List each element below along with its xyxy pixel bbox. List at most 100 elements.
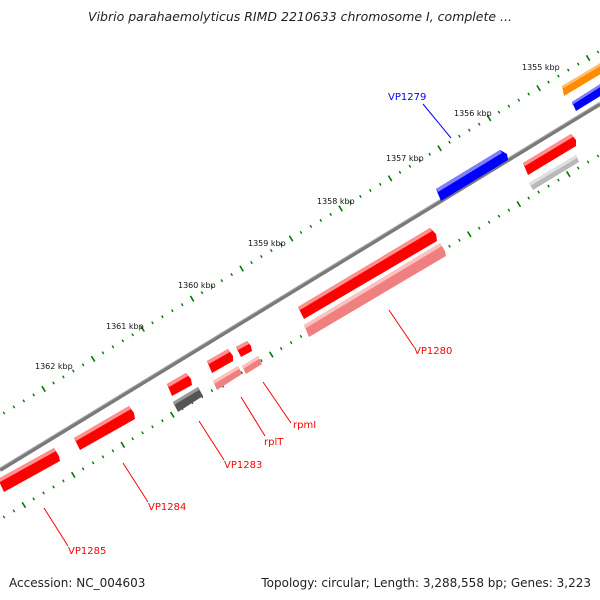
tick-mark (180, 303, 184, 307)
tick-mark (81, 363, 85, 367)
tick-mark (467, 128, 471, 132)
tick-mark (477, 122, 481, 126)
tick-mark (210, 285, 214, 289)
tick-mark (596, 154, 600, 158)
gene-feature-rplt-shadow[interactable] (213, 366, 242, 390)
tick-mark (398, 170, 402, 174)
tick-mark (62, 479, 65, 483)
gene-label-vp1280[interactable]: VP1280 (414, 346, 452, 357)
gene-feature-vp1284[interactable] (74, 406, 135, 450)
tick-mark (448, 140, 451, 144)
gene-feature-vp1283-shadow[interactable] (173, 387, 203, 412)
accession-label: Accession: NC_004603 (9, 576, 146, 590)
gene-label-leader (422, 103, 452, 139)
gene-feature-vp1279[interactable] (436, 150, 508, 201)
tick-mark (319, 218, 323, 223)
tick-mark (52, 485, 55, 489)
gene-label-rplt[interactable]: rplT (264, 437, 284, 448)
gene-label-leader (262, 381, 292, 424)
tick-mark (210, 389, 214, 393)
kbp-label: 1362 kbp (35, 362, 73, 371)
tick-mark (536, 84, 541, 92)
map-title: Vibrio parahaemolyticus RIMD 2210633 chr… (88, 9, 512, 24)
tick-mark (22, 399, 26, 403)
kbp-label: 1355 kbp (522, 63, 560, 72)
gene-feature-rpmi[interactable] (236, 341, 252, 357)
gene-label-vp1284[interactable]: VP1284 (148, 502, 186, 513)
gene-feature-rpmi-shadow[interactable] (242, 356, 262, 374)
tick-mark (299, 230, 303, 235)
tick-mark (566, 68, 570, 72)
gene-label-vp1285[interactable]: VP1285 (68, 546, 106, 557)
tick-mark (585, 54, 591, 62)
gene-label-vp1279[interactable]: VP1279 (388, 92, 426, 103)
tick-mark (466, 231, 472, 238)
gene-feature-blue-small[interactable] (572, 83, 600, 111)
tick-mark (161, 315, 164, 319)
tick-mark (288, 235, 294, 242)
tick-mark (131, 333, 135, 337)
gene-feature-orange[interactable] (562, 62, 600, 96)
tick-mark (458, 238, 461, 242)
gene-feature-gray-right[interactable] (529, 155, 579, 190)
tick-mark (131, 437, 135, 441)
tick-mark (151, 425, 154, 429)
gene-feature-rplt[interactable] (207, 349, 233, 373)
gene-feature-vp1285[interactable] (0, 448, 60, 492)
tick-mark (239, 265, 244, 272)
tick-mark (32, 497, 36, 501)
tick-mark (517, 98, 521, 102)
tick-mark (269, 248, 273, 253)
tick-mark (21, 501, 27, 509)
tick-mark (387, 175, 393, 182)
tick-mark (141, 431, 144, 435)
tick-mark (497, 110, 501, 114)
tick-mark (428, 152, 432, 156)
tick-mark (268, 351, 274, 358)
backbone-highlight (0, 101, 600, 469)
tick-mark (111, 345, 115, 349)
tick-mark (477, 226, 481, 230)
tick-mark (527, 196, 531, 200)
tick-mark (309, 224, 313, 229)
tick-mark (557, 74, 560, 78)
gene-feature-vp1280-shadow[interactable] (304, 243, 446, 337)
gene-feature-vp1280[interactable] (298, 228, 437, 319)
tick-mark (120, 441, 126, 448)
tick-mark (448, 244, 451, 248)
tick-mark (169, 411, 175, 418)
tick-mark (497, 214, 501, 218)
kbp-label: 1360 kbp (178, 281, 216, 290)
tick-mark (418, 158, 422, 162)
chromosome-backbone (0, 102, 600, 472)
tick-mark (299, 334, 303, 339)
tick-mark (2, 411, 6, 415)
tick-mark (279, 346, 283, 351)
tick-mark (486, 115, 492, 122)
gene-feature-red-right[interactable] (523, 134, 576, 175)
tick-mark (368, 188, 372, 192)
gene-label-leader (198, 420, 225, 461)
tick-mark (437, 145, 442, 152)
tick-mark (62, 375, 65, 379)
gene-feature-vp1283[interactable] (167, 373, 192, 396)
gene-label-leader (43, 507, 69, 547)
tick-mark (230, 273, 234, 277)
tick-mark (586, 160, 590, 164)
tick-mark (12, 405, 16, 409)
tick-mark (507, 208, 511, 212)
gene-label-rpmi[interactable]: rpmI (293, 420, 316, 431)
tick-mark (576, 62, 580, 66)
kbp-label: 1357 kbp (386, 154, 424, 163)
kbp-label: 1358 kbp (317, 197, 355, 206)
tick-mark (71, 369, 75, 373)
tick-mark (200, 291, 204, 295)
gene-label-vp1283[interactable]: VP1283 (224, 460, 262, 471)
tick-mark (250, 261, 253, 265)
tick-mark (565, 170, 571, 178)
tick-mark (81, 467, 85, 471)
kbp-label: 1359 kbp (248, 239, 286, 248)
tick-mark (349, 200, 352, 204)
tick-mark (527, 92, 531, 96)
